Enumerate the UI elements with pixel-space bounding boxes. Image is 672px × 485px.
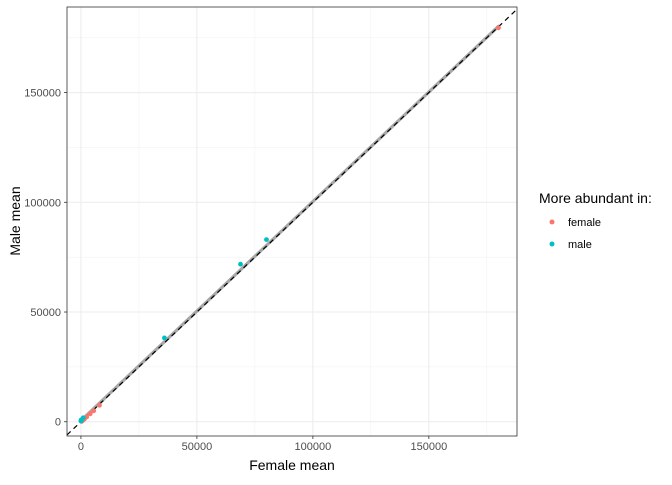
y-tick-label-1: 50000 xyxy=(30,307,61,319)
legend-key-female xyxy=(549,219,555,225)
point-female-2 xyxy=(91,408,97,414)
y-axis-title: Male mean xyxy=(7,186,23,255)
legend: More abundant in: female male xyxy=(539,190,652,251)
grid xyxy=(67,7,517,436)
points xyxy=(78,25,501,424)
x-tick-label-2: 100000 xyxy=(295,441,332,453)
point-male-2 xyxy=(162,335,167,341)
point-male-1 xyxy=(238,261,243,267)
axes: 0 50000 100000 150000 0 50000 100000 150000 xyxy=(24,88,447,453)
y-tick-label-2: 100000 xyxy=(24,197,61,209)
legend-key-male xyxy=(549,241,555,247)
legend-label-female: female xyxy=(568,217,601,229)
x-tick-label-3: 150000 xyxy=(410,441,447,453)
x-tick-label-0: 0 xyxy=(78,441,84,453)
point-male-7 xyxy=(78,418,84,424)
legend-label-male: male xyxy=(568,239,592,251)
reference-layer xyxy=(66,8,518,436)
point-female-0 xyxy=(496,25,501,31)
y-tick-label-0: 0 xyxy=(55,417,61,429)
legend-title: More abundant in: xyxy=(539,190,652,206)
y-tick-label-3: 150000 xyxy=(24,88,61,100)
x-tick-label-1: 50000 xyxy=(182,441,213,453)
point-female-1 xyxy=(97,402,102,408)
panel-border xyxy=(66,6,518,437)
identity-line xyxy=(66,8,518,436)
x-axis-title: Female mean xyxy=(249,457,335,473)
point-male-0 xyxy=(264,237,269,243)
point-female-3 xyxy=(87,411,93,417)
